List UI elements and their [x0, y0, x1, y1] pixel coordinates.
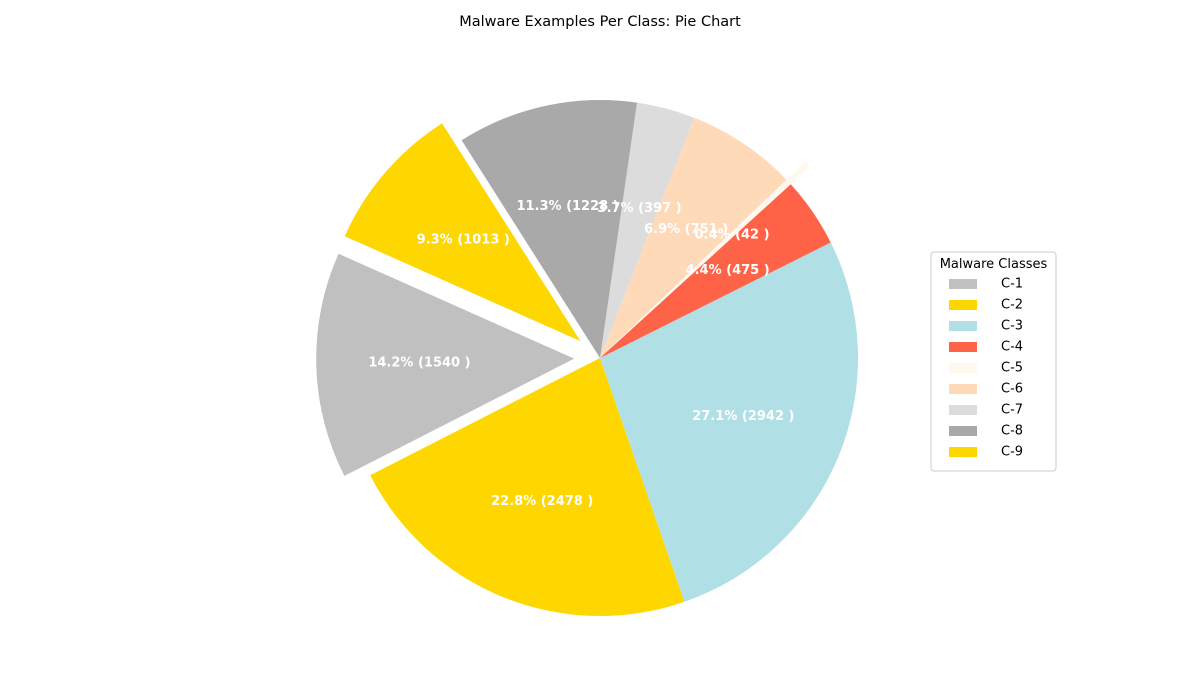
pie-slices: [316, 100, 858, 616]
slice-label-c-2: 22.8% (2478 ): [491, 494, 593, 509]
legend-swatch-c-7: [949, 405, 977, 415]
slice-label-c-9: 9.3% (1013 ): [417, 233, 510, 248]
slice-label-c-1: 14.2% (1540 ): [368, 355, 470, 370]
slice-label-c-4: 4.4% (475 ): [686, 263, 770, 278]
legend: Malware Classes C-1 C-2 C-3 C-4 C-5 C-6 C-7 C-8…: [930, 251, 1057, 472]
pie-slice-c-6: [600, 117, 787, 358]
slice-label-c-7: 3.7% (397 ): [598, 201, 682, 216]
slice-label-c-3: 27.1% (2942 ): [692, 409, 794, 424]
pie-slice-c-3: [600, 242, 858, 602]
legend-label-c-5: C-5: [1001, 361, 1023, 376]
pie-slice-c-4: [600, 184, 831, 358]
pie-slice-c-8: [461, 100, 638, 358]
legend-swatch-c-9: [949, 447, 977, 457]
pie-slice-c-5: [618, 162, 810, 341]
pie-slice-c-9: [344, 123, 581, 342]
legend-title: Malware Classes: [940, 257, 1048, 272]
legend-swatch-c-4: [949, 342, 977, 352]
legend-swatch-c-6: [949, 384, 977, 394]
pie-slice-labels: 14.2% (1540 ) 22.8% (2478 ) 27.1% (2942 ) 4…: [368, 199, 794, 509]
pie-slice-c-7: [600, 102, 695, 358]
legend-label-c-7: C-7: [1001, 403, 1023, 418]
chart-title: Malware Examples Per Class: Pie Chart: [459, 14, 741, 30]
pie-slice-c-1: [316, 253, 575, 476]
legend-swatch-c-5: [949, 363, 977, 373]
legend-label-c-3: C-3: [1001, 319, 1023, 334]
slice-label-c-6: 6.9% (751 ): [644, 222, 728, 237]
legend-swatch-c-8: [949, 426, 977, 436]
legend-swatch-c-2: [949, 300, 977, 310]
legend-swatch-c-3: [949, 321, 977, 331]
legend-items: C-1 C-2 C-3 C-4 C-5 C-6 C-7 C-8 C-9: [949, 277, 1023, 460]
legend-label-c-8: C-8: [1001, 424, 1023, 439]
legend-swatch-c-1: [949, 279, 977, 289]
legend-label-c-1: C-1: [1001, 277, 1023, 292]
slice-label-c-8: 11.3% (1228 ): [516, 199, 618, 214]
legend-label-c-9: C-9: [1001, 445, 1023, 460]
legend-label-c-2: C-2: [1001, 298, 1023, 313]
pie-slice-c-2: [370, 358, 685, 616]
legend-label-c-4: C-4: [1001, 340, 1023, 355]
legend-label-c-6: C-6: [1001, 382, 1023, 397]
slice-label-c-5: 0.4% (42 ): [694, 227, 769, 242]
